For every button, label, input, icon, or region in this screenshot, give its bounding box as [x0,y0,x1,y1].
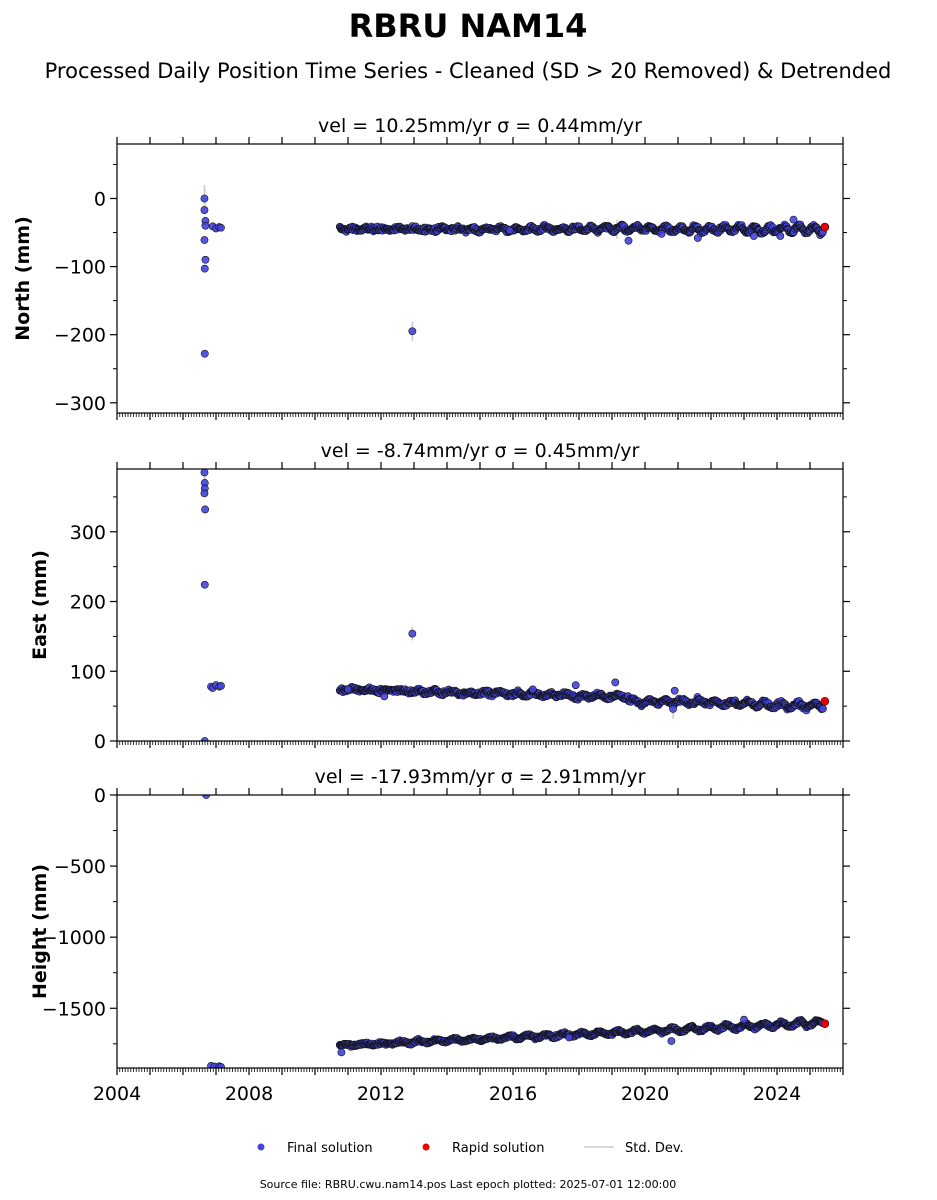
east-data-point [528,685,537,694]
north-data-point [624,236,633,245]
north-data-point [693,234,702,242]
east-data-point [571,681,580,690]
height-y-tick-label: −500 [54,856,106,878]
height-y-tick-label: −1000 [42,927,106,949]
height-panel-title: vel = -17.93mm/yr σ = 2.91mm/yr [315,766,646,788]
panel-east: vel = -8.74mm/yr σ = 0.45mm/yr East (mm) 0… [29,440,850,753]
height-x-tick-label: 2004 [93,1083,141,1105]
north-data-point [776,232,785,240]
height-data-layer [202,795,830,1068]
east-data-point [200,469,209,477]
height-data-point [667,1037,676,1045]
north-data-point [408,327,417,336]
north-y-tick-label: −100 [54,257,106,279]
east-data-point [200,580,209,589]
height-data-point [337,1048,346,1057]
legend: Final solution Rapid solution Std. Dev. [257,1141,684,1156]
figure-subtitle: Processed Daily Position Time Series - C… [45,59,892,83]
north-data-point [200,206,209,214]
height-data-point [565,1033,573,1042]
east-data-point [200,737,209,741]
east-rapid-point [820,696,830,706]
height-y-tick-label: −1500 [42,998,106,1020]
height-x-tick-label: 2024 [753,1083,801,1105]
north-data-point [505,226,514,235]
north-data-point [789,215,798,224]
panel-height: vel = -17.93mm/yr σ = 2.91mm/yr Height (m… [29,766,850,1105]
north-data-point [200,236,209,244]
legend-final-label: Final solution [287,1141,373,1156]
north-y-tick-label: −200 [54,325,106,347]
north-data-layer [200,184,830,358]
east-y-tick-label: 200 [70,592,106,614]
north-data-point [200,194,209,203]
east-data-point [669,705,677,713]
north-rapid-point [820,222,830,232]
east-data-layer [200,469,830,741]
height-x-tick-label: 2016 [489,1083,537,1105]
height-data-point [740,1015,748,1024]
east-y-tick-label: 300 [70,522,106,544]
north-data-point [217,223,225,232]
east-data-point [408,629,417,638]
north-data-point [657,229,666,238]
legend-rapid-marker [422,1143,430,1151]
east-data-point [217,682,225,690]
north-y-axis-label: North (mm) [12,216,34,341]
north-data-point [200,264,209,273]
legend-rapid-label: Rapid solution [452,1141,544,1156]
east-data-point [819,704,827,713]
east-data-point [344,685,352,694]
north-y-tick-label: 0 [94,188,106,210]
east-panel-title: vel = -8.74mm/yr σ = 0.45mm/yr [321,440,640,462]
height-y-tick-label: 0 [94,785,106,807]
east-data-point [670,686,679,695]
height-x-tick-label: 2020 [621,1083,669,1105]
east-data-point [611,678,620,687]
north-data-point [201,221,210,230]
height-data-point [217,1062,225,1068]
panel-north: vel = 10.25mm/yr σ = 0.44mm/yr North (mm)… [12,115,850,420]
height-rapid-point [820,1019,830,1028]
east-data-point [200,489,209,498]
east-data-point [380,692,389,701]
height-y-axis-label: Height (mm) [29,864,51,999]
legend-final-marker [257,1143,265,1151]
east-y-axis-label: East (mm) [29,550,51,660]
north-data-point [201,255,210,264]
east-y-tick-label: 100 [70,661,106,683]
figure-title: RBRU NAM14 [349,7,588,45]
source-footnote: Source file: RBRU.cwu.nam14.pos Last epo… [260,1178,677,1191]
height-x-tick-label: 2012 [357,1083,405,1105]
north-data-point [200,349,209,358]
north-y-tick-label: −300 [54,393,106,415]
east-y-tick-label: 0 [94,731,106,753]
height-x-tick-label: 2008 [225,1083,273,1105]
north-panel-title: vel = 10.25mm/yr σ = 0.44mm/yr [318,115,642,137]
north-data-point [750,232,758,240]
north-axes-frame [116,143,844,414]
legend-std-label: Std. Dev. [625,1141,684,1156]
east-data-point [201,505,210,514]
